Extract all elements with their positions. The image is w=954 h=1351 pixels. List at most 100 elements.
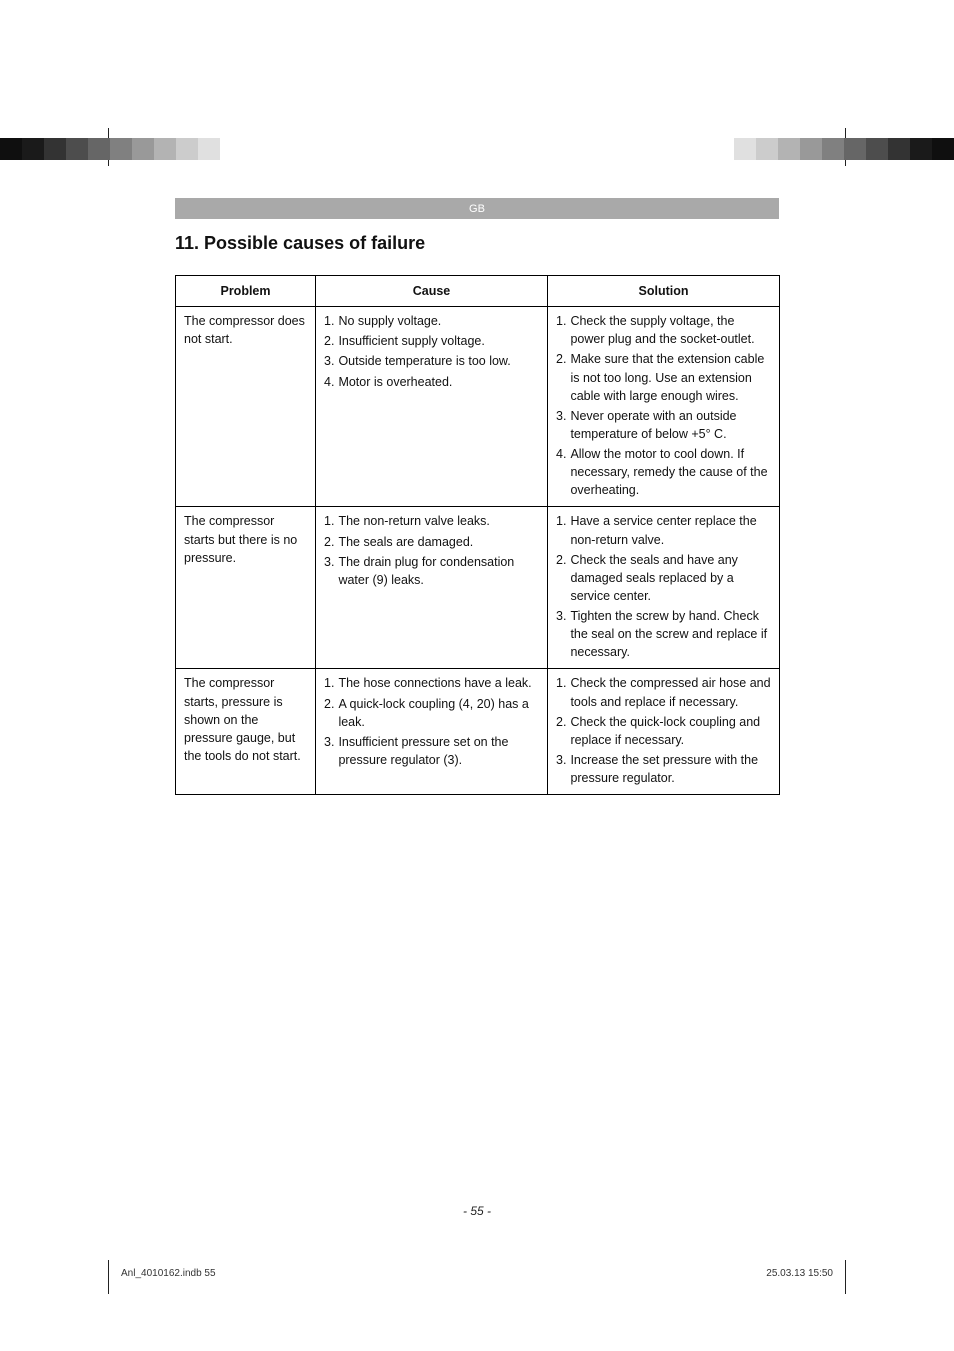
- solution-item: 3.Tighten the screw by hand. Check the s…: [556, 607, 771, 661]
- section-title: 11. Possible causes of failure: [175, 233, 425, 254]
- page-number: - 55 -: [0, 1204, 954, 1218]
- gradient-block: [844, 138, 866, 160]
- cell-problem: The compressor does not start.: [176, 307, 316, 507]
- gradient-block: [44, 138, 66, 160]
- gradient-block: [910, 138, 932, 160]
- item-number: 3.: [324, 352, 338, 370]
- gradient-block: [154, 138, 176, 160]
- item-number: 2.: [324, 332, 338, 350]
- gradient-block: [888, 138, 910, 160]
- language-bar: GB: [175, 198, 779, 219]
- item-text: Insufficient supply voltage.: [338, 332, 539, 350]
- item-text: Tighten the screw by hand. Check the sea…: [570, 607, 771, 661]
- solution-item: 2.Check the quick-lock coupling and repl…: [556, 713, 771, 749]
- item-text: No supply voltage.: [338, 312, 539, 330]
- cause-item: 4.Motor is overheated.: [324, 373, 539, 391]
- item-text: Increase the set pressure with the press…: [570, 751, 771, 787]
- solution-item: 1.Check the supply voltage, the power pl…: [556, 312, 771, 348]
- item-text: Allow the motor to cool down. If necessa…: [570, 445, 771, 499]
- item-number: 1.: [556, 512, 570, 548]
- item-text: Outside temperature is too low.: [338, 352, 539, 370]
- item-number: 2.: [556, 713, 570, 749]
- item-text: A quick-lock coupling (4, 20) has a leak…: [338, 695, 539, 731]
- item-number: 1.: [556, 674, 570, 710]
- cause-item: 2.Insufficient supply voltage.: [324, 332, 539, 350]
- item-text: Check the quick-lock coupling and replac…: [570, 713, 771, 749]
- crop-mark: [108, 1260, 109, 1294]
- item-text: Motor is overheated.: [338, 373, 539, 391]
- cell-solution: 1.Check the compressed air hose and tool…: [548, 669, 780, 795]
- gradient-block: [110, 138, 132, 160]
- gradient-block: [132, 138, 154, 160]
- item-number: 1.: [324, 674, 338, 692]
- cell-cause: 1.The non-return valve leaks.2.The seals…: [316, 507, 548, 669]
- table-header-row: Problem Cause Solution: [176, 276, 780, 307]
- gradient-block: [198, 138, 220, 160]
- item-text: Make sure that the extension cable is no…: [570, 350, 771, 404]
- table-row: The compressor does not start.1.No suppl…: [176, 307, 780, 507]
- item-text: Never operate with an outside temperatur…: [570, 407, 771, 443]
- item-number: 2.: [556, 551, 570, 605]
- cell-cause: 1.No supply voltage. 2.Insufficient suppl…: [316, 307, 548, 507]
- cause-item: 3.Insufficient pressure set on the press…: [324, 733, 539, 769]
- cause-item: 2.The seals are damaged.: [324, 533, 539, 551]
- page-header-decoration: [0, 135, 954, 163]
- cause-item: 3.The drain plug for condensation water …: [324, 553, 539, 589]
- cell-problem: The compressor starts but there is no pr…: [176, 507, 316, 669]
- cell-problem: The compressor starts, pressure is shown…: [176, 669, 316, 795]
- item-number: 1.: [556, 312, 570, 348]
- item-text: The seals are damaged.: [338, 533, 539, 551]
- language-code: GB: [469, 203, 485, 215]
- col-cause: Cause: [316, 276, 548, 307]
- cause-item: 2.A quick-lock coupling (4, 20) has a le…: [324, 695, 539, 731]
- gradient-block: [88, 138, 110, 160]
- file-name: Anl_4010162.indb 55: [121, 1268, 216, 1279]
- item-number: 2.: [556, 350, 570, 404]
- cell-solution: 1.Check the supply voltage, the power pl…: [548, 307, 780, 507]
- item-text: The non-return valve leaks.: [338, 512, 539, 530]
- item-number: 2.: [324, 533, 338, 551]
- item-number: 3.: [556, 751, 570, 787]
- item-number: 3.: [324, 733, 338, 769]
- cause-item: 1.The hose connections have a leak.: [324, 674, 539, 692]
- cause-item: 3.Outside temperature is too low.: [324, 352, 539, 370]
- item-number: 3.: [556, 607, 570, 661]
- cause-item: 1.The non-return valve leaks.: [324, 512, 539, 530]
- item-number: 4.: [556, 445, 570, 499]
- solution-item: 4.Allow the motor to cool down. If neces…: [556, 445, 771, 499]
- gradient-block: [800, 138, 822, 160]
- solution-item: 1.Have a service center replace the non-…: [556, 512, 771, 548]
- item-text: Check the compressed air hose and tools …: [570, 674, 771, 710]
- gradient-block: [756, 138, 778, 160]
- gradient-block: [932, 138, 954, 160]
- print-footer: Anl_4010162.indb 55 25.03.13 15:50: [121, 1268, 833, 1279]
- gradient-block: [22, 138, 44, 160]
- item-number: 3.: [556, 407, 570, 443]
- solution-item: 3.Increase the set pressure with the pre…: [556, 751, 771, 787]
- gradient-block: [734, 138, 756, 160]
- item-text: Check the seals and have any damaged sea…: [570, 551, 771, 605]
- gradient-block: [822, 138, 844, 160]
- cause-item: 1.No supply voltage.: [324, 312, 539, 330]
- item-number: 4.: [324, 373, 338, 391]
- gradient-block: [0, 138, 22, 160]
- solution-item: 3.Never operate with an outside temperat…: [556, 407, 771, 443]
- gradient-block: [866, 138, 888, 160]
- item-text: Insufficient pressure set on the pressur…: [338, 733, 539, 769]
- item-number: 2.: [324, 695, 338, 731]
- col-solution: Solution: [548, 276, 780, 307]
- solution-item: 2.Check the seals and have any damaged s…: [556, 551, 771, 605]
- table-row: The compressor starts, pressure is shown…: [176, 669, 780, 795]
- gradient-block: [778, 138, 800, 160]
- solution-item: 1.Check the compressed air hose and tool…: [556, 674, 771, 710]
- item-text: Have a service center replace the non-re…: [570, 512, 771, 548]
- item-text: The drain plug for condensation water (9…: [338, 553, 539, 589]
- solution-item: 2.Make sure that the extension cable is …: [556, 350, 771, 404]
- print-timestamp: 25.03.13 15:50: [766, 1268, 833, 1279]
- item-number: 1.: [324, 512, 338, 530]
- item-text: The hose connections have a leak.: [338, 674, 539, 692]
- troubleshooting-table: Problem Cause Solution The compressor do…: [175, 275, 779, 795]
- table-row: The compressor starts but there is no pr…: [176, 507, 780, 669]
- cell-cause: 1.The hose connections have a leak.2.A q…: [316, 669, 548, 795]
- cell-solution: 1.Have a service center replace the non-…: [548, 507, 780, 669]
